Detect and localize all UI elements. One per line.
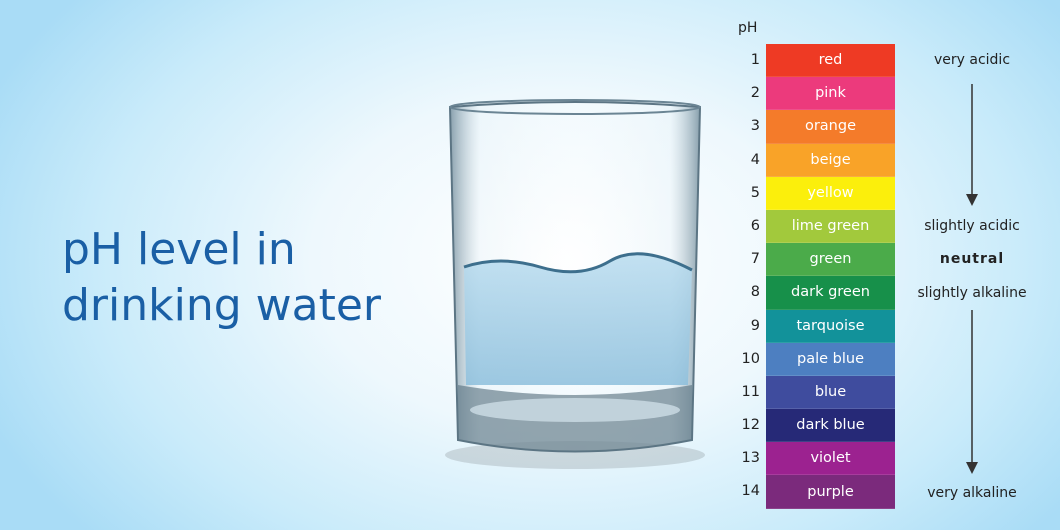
- ph-number: 10: [741, 350, 760, 367]
- ph-color-band: orange: [766, 110, 895, 144]
- ph-number: 11: [741, 383, 760, 400]
- ph-number: 6: [750, 217, 760, 234]
- title-line-1: pH level in: [62, 224, 296, 275]
- ph-color-label: red: [818, 52, 843, 69]
- ph-color-label: beige: [810, 151, 851, 168]
- ph-color-band: dark blue: [766, 409, 895, 443]
- ph-color-band: pale blue: [766, 342, 895, 376]
- ph-number: 8: [750, 284, 760, 301]
- title-line-2: drinking water: [62, 280, 381, 331]
- ph-number: 5: [750, 184, 760, 201]
- ph-color-band: beige: [766, 143, 895, 177]
- ph-color-band: green: [766, 243, 895, 277]
- ph-color-band: blue: [766, 375, 895, 410]
- ph-number-column: 1 2 3 4 5 6 7 8 9 10 11 12 13 14: [726, 44, 760, 509]
- ph-color-band: violet: [766, 442, 895, 476]
- ph-color-band: pink: [766, 77, 895, 111]
- ph-color-label: orange: [804, 118, 857, 135]
- ph-number: 14: [741, 483, 760, 500]
- ph-header: pH: [738, 20, 758, 36]
- ph-color-band: tarquoise: [766, 309, 895, 343]
- ph-number: 9: [750, 317, 760, 334]
- page-title: pH level in drinking water: [62, 222, 381, 334]
- label-slightly-acidic: slightly acidic: [924, 218, 1020, 234]
- ph-number: 2: [750, 85, 760, 102]
- ph-number: 3: [750, 118, 760, 135]
- ph-color-label: dark blue: [796, 417, 865, 434]
- arrow-down-icon: [966, 84, 978, 206]
- ph-color-band: purple: [766, 475, 895, 509]
- ph-color-label: violet: [810, 450, 851, 467]
- ph-color-band: yellow: [766, 176, 895, 210]
- ph-color-label: lime green: [791, 218, 870, 235]
- ph-color-label: dark green: [791, 284, 870, 301]
- label-slightly-alkaline: slightly alkaline: [917, 285, 1027, 301]
- ph-color-label: pink: [815, 85, 846, 102]
- label-neutral: neutral: [939, 251, 1005, 267]
- ph-number: 12: [741, 417, 760, 434]
- arrow-down-icon: [966, 310, 978, 474]
- ph-color-label: purple: [807, 483, 854, 500]
- ph-color-scale: red pink orange beige yellow lime green green d…: [766, 44, 895, 509]
- ph-number: 7: [750, 251, 760, 268]
- ph-number: 4: [750, 151, 760, 168]
- ph-color-band: lime green: [766, 209, 895, 244]
- label-very-alkaline: very alkaline: [927, 485, 1017, 501]
- ph-color-label: tarquoise: [796, 317, 865, 334]
- water-glass-illustration: [445, 99, 705, 469]
- ph-color-band: red: [766, 44, 895, 78]
- ph-number: 1: [750, 52, 760, 68]
- ph-number: 13: [741, 450, 760, 467]
- ph-color-label: yellow: [807, 184, 854, 201]
- ph-color-band: dark green: [766, 276, 895, 310]
- ph-color-label: pale blue: [797, 350, 864, 367]
- label-very-acidic: very acidic: [933, 52, 1011, 68]
- ph-color-label: blue: [814, 383, 847, 400]
- ph-color-label: green: [809, 251, 852, 268]
